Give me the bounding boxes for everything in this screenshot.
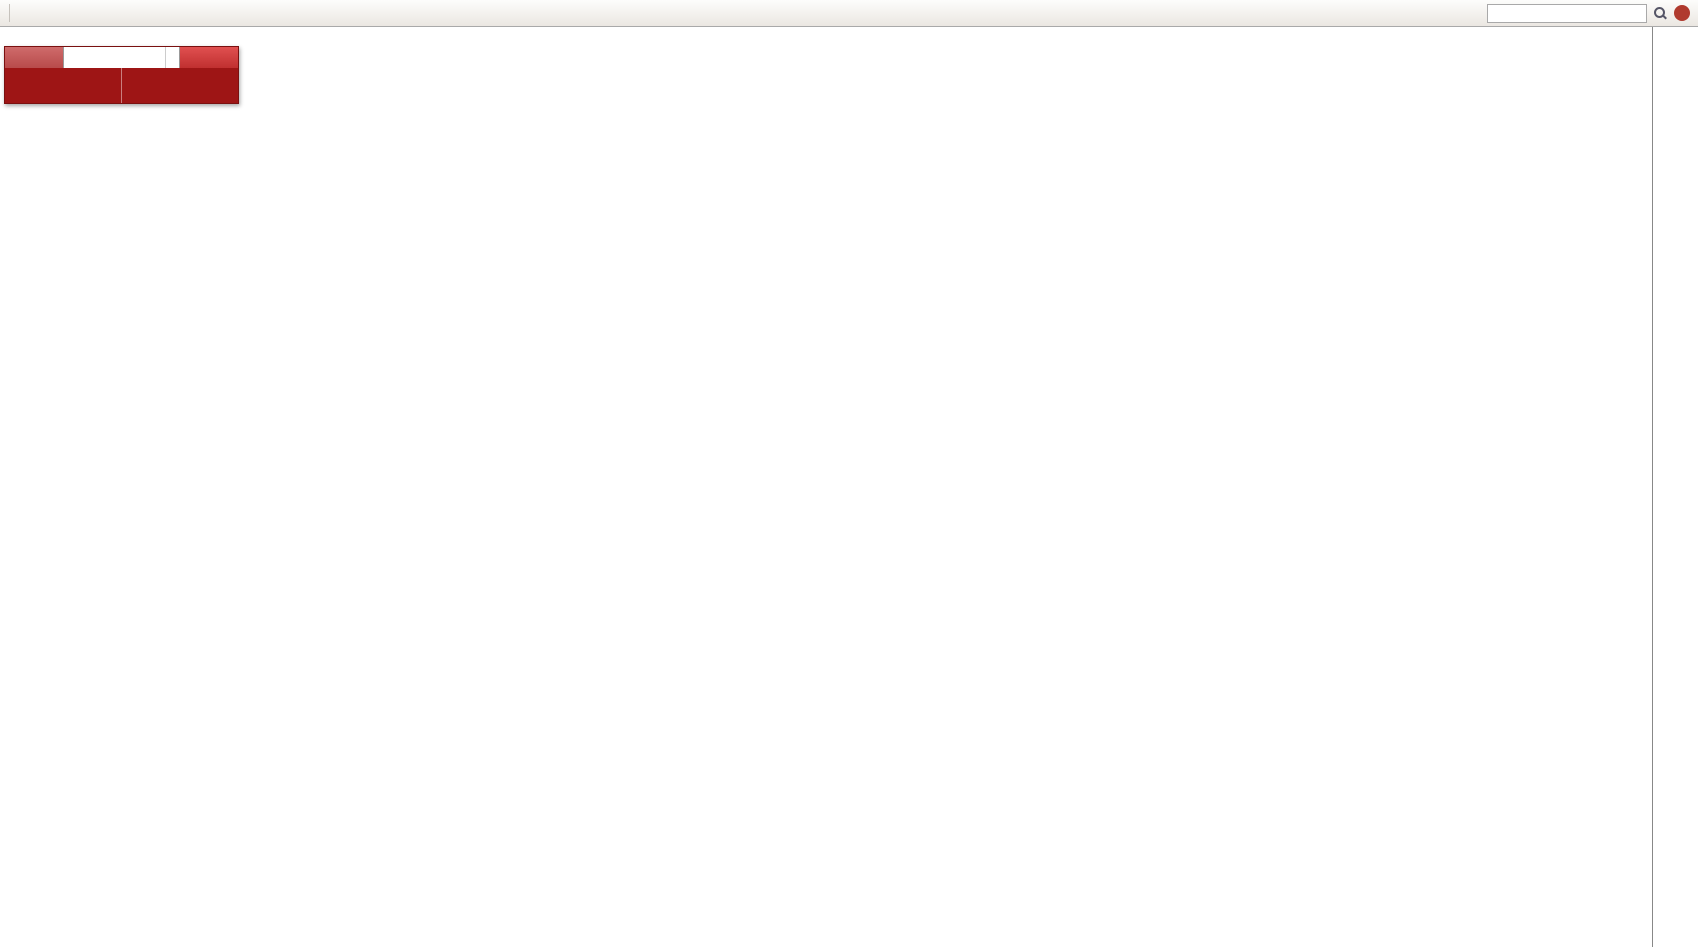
search-icon[interactable] <box>1653 6 1668 21</box>
toolbar-separator <box>9 4 10 22</box>
volume-stepper <box>63 47 180 68</box>
notification-badge[interactable] <box>1674 5 1690 21</box>
volume-input[interactable] <box>64 47 165 68</box>
toolbar-right <box>1487 3 1690 23</box>
price-axis <box>1652 26 1698 947</box>
buy-price[interactable] <box>121 68 238 103</box>
volume-spin <box>165 47 179 68</box>
volume-down-icon[interactable] <box>166 58 179 69</box>
sell-price[interactable] <box>5 68 121 103</box>
sell-button[interactable] <box>5 47 63 68</box>
search-input[interactable] <box>1487 3 1647 23</box>
buy-button[interactable] <box>180 47 238 68</box>
toolbar <box>0 0 1698 27</box>
volume-up-icon[interactable] <box>166 47 179 58</box>
one-click-trading-panel <box>4 46 239 104</box>
